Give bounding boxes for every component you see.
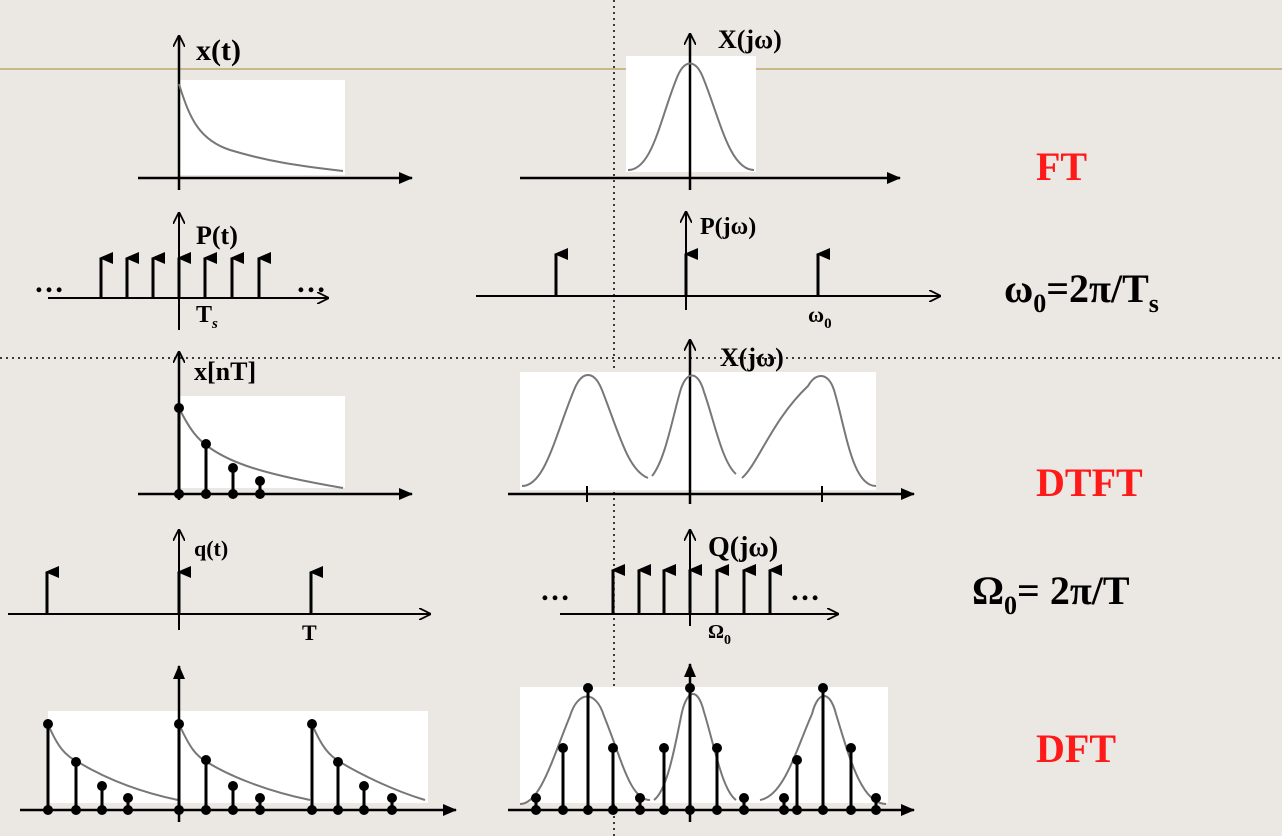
Ts-label: Ts bbox=[196, 302, 218, 332]
row-ft-time: x(t) bbox=[138, 34, 413, 190]
X-jw-label-2: X(jω) bbox=[720, 343, 784, 372]
omega0-label: ω0 bbox=[808, 302, 832, 332]
X-jw-curve bbox=[627, 62, 755, 171]
x-nT-samples bbox=[174, 403, 265, 499]
row-ft-freq: X(jω) bbox=[520, 25, 901, 190]
x-t-label: x(t) bbox=[196, 34, 241, 67]
row-dtft-freq: X(jω) bbox=[508, 340, 915, 504]
dots-left-Qjw: … bbox=[540, 574, 570, 607]
x-nT-label: x[nT] bbox=[194, 357, 256, 386]
P-t-label: P(t) bbox=[196, 221, 238, 250]
q-t-label: q(t) bbox=[194, 536, 228, 561]
dots-right-pt: … bbox=[296, 266, 326, 299]
row-dft-freq bbox=[508, 663, 915, 822]
dots-left-pt: … bbox=[34, 266, 64, 299]
omega0-equation: ω0=2π/Ts bbox=[1004, 266, 1159, 318]
ft-title: FT bbox=[1036, 144, 1087, 189]
Q-jw-label: Q(jω) bbox=[708, 532, 778, 563]
impulse-train-qt bbox=[45, 566, 323, 614]
dtft-title: DTFT bbox=[1036, 460, 1143, 505]
T-label: T bbox=[302, 620, 317, 645]
Omega0-label: Ω0 bbox=[708, 621, 731, 648]
row-qt-time: q(t) T bbox=[8, 530, 430, 645]
row-qt-freq: … … Q(jω) Ω0 bbox=[540, 530, 838, 648]
X-jw-periodic bbox=[521, 374, 877, 487]
impulse-train-Qjw bbox=[611, 564, 782, 614]
impulse-train-Pjw bbox=[554, 248, 830, 296]
dft-time-samples bbox=[43, 719, 397, 815]
x-t-curve bbox=[178, 83, 344, 172]
x-nT-envelope bbox=[178, 407, 344, 489]
dft-freq-samples bbox=[531, 683, 881, 815]
row-pt-freq: P(jω) ω0 bbox=[476, 212, 940, 332]
dots-right-Qjw: … bbox=[790, 574, 820, 607]
X-jw-label-1: X(jω) bbox=[718, 25, 782, 54]
row-dft-time bbox=[20, 665, 457, 822]
row-dtft-time: x[nT] bbox=[138, 352, 413, 500]
P-jw-label: P(jω) bbox=[700, 214, 756, 240]
dft-title: DFT bbox=[1036, 726, 1116, 771]
impulse-train-pt bbox=[99, 252, 271, 298]
row-pt-time: … … P(t) Ts bbox=[34, 213, 328, 332]
Omega0-equation: Ω0= 2π/T bbox=[972, 568, 1130, 620]
